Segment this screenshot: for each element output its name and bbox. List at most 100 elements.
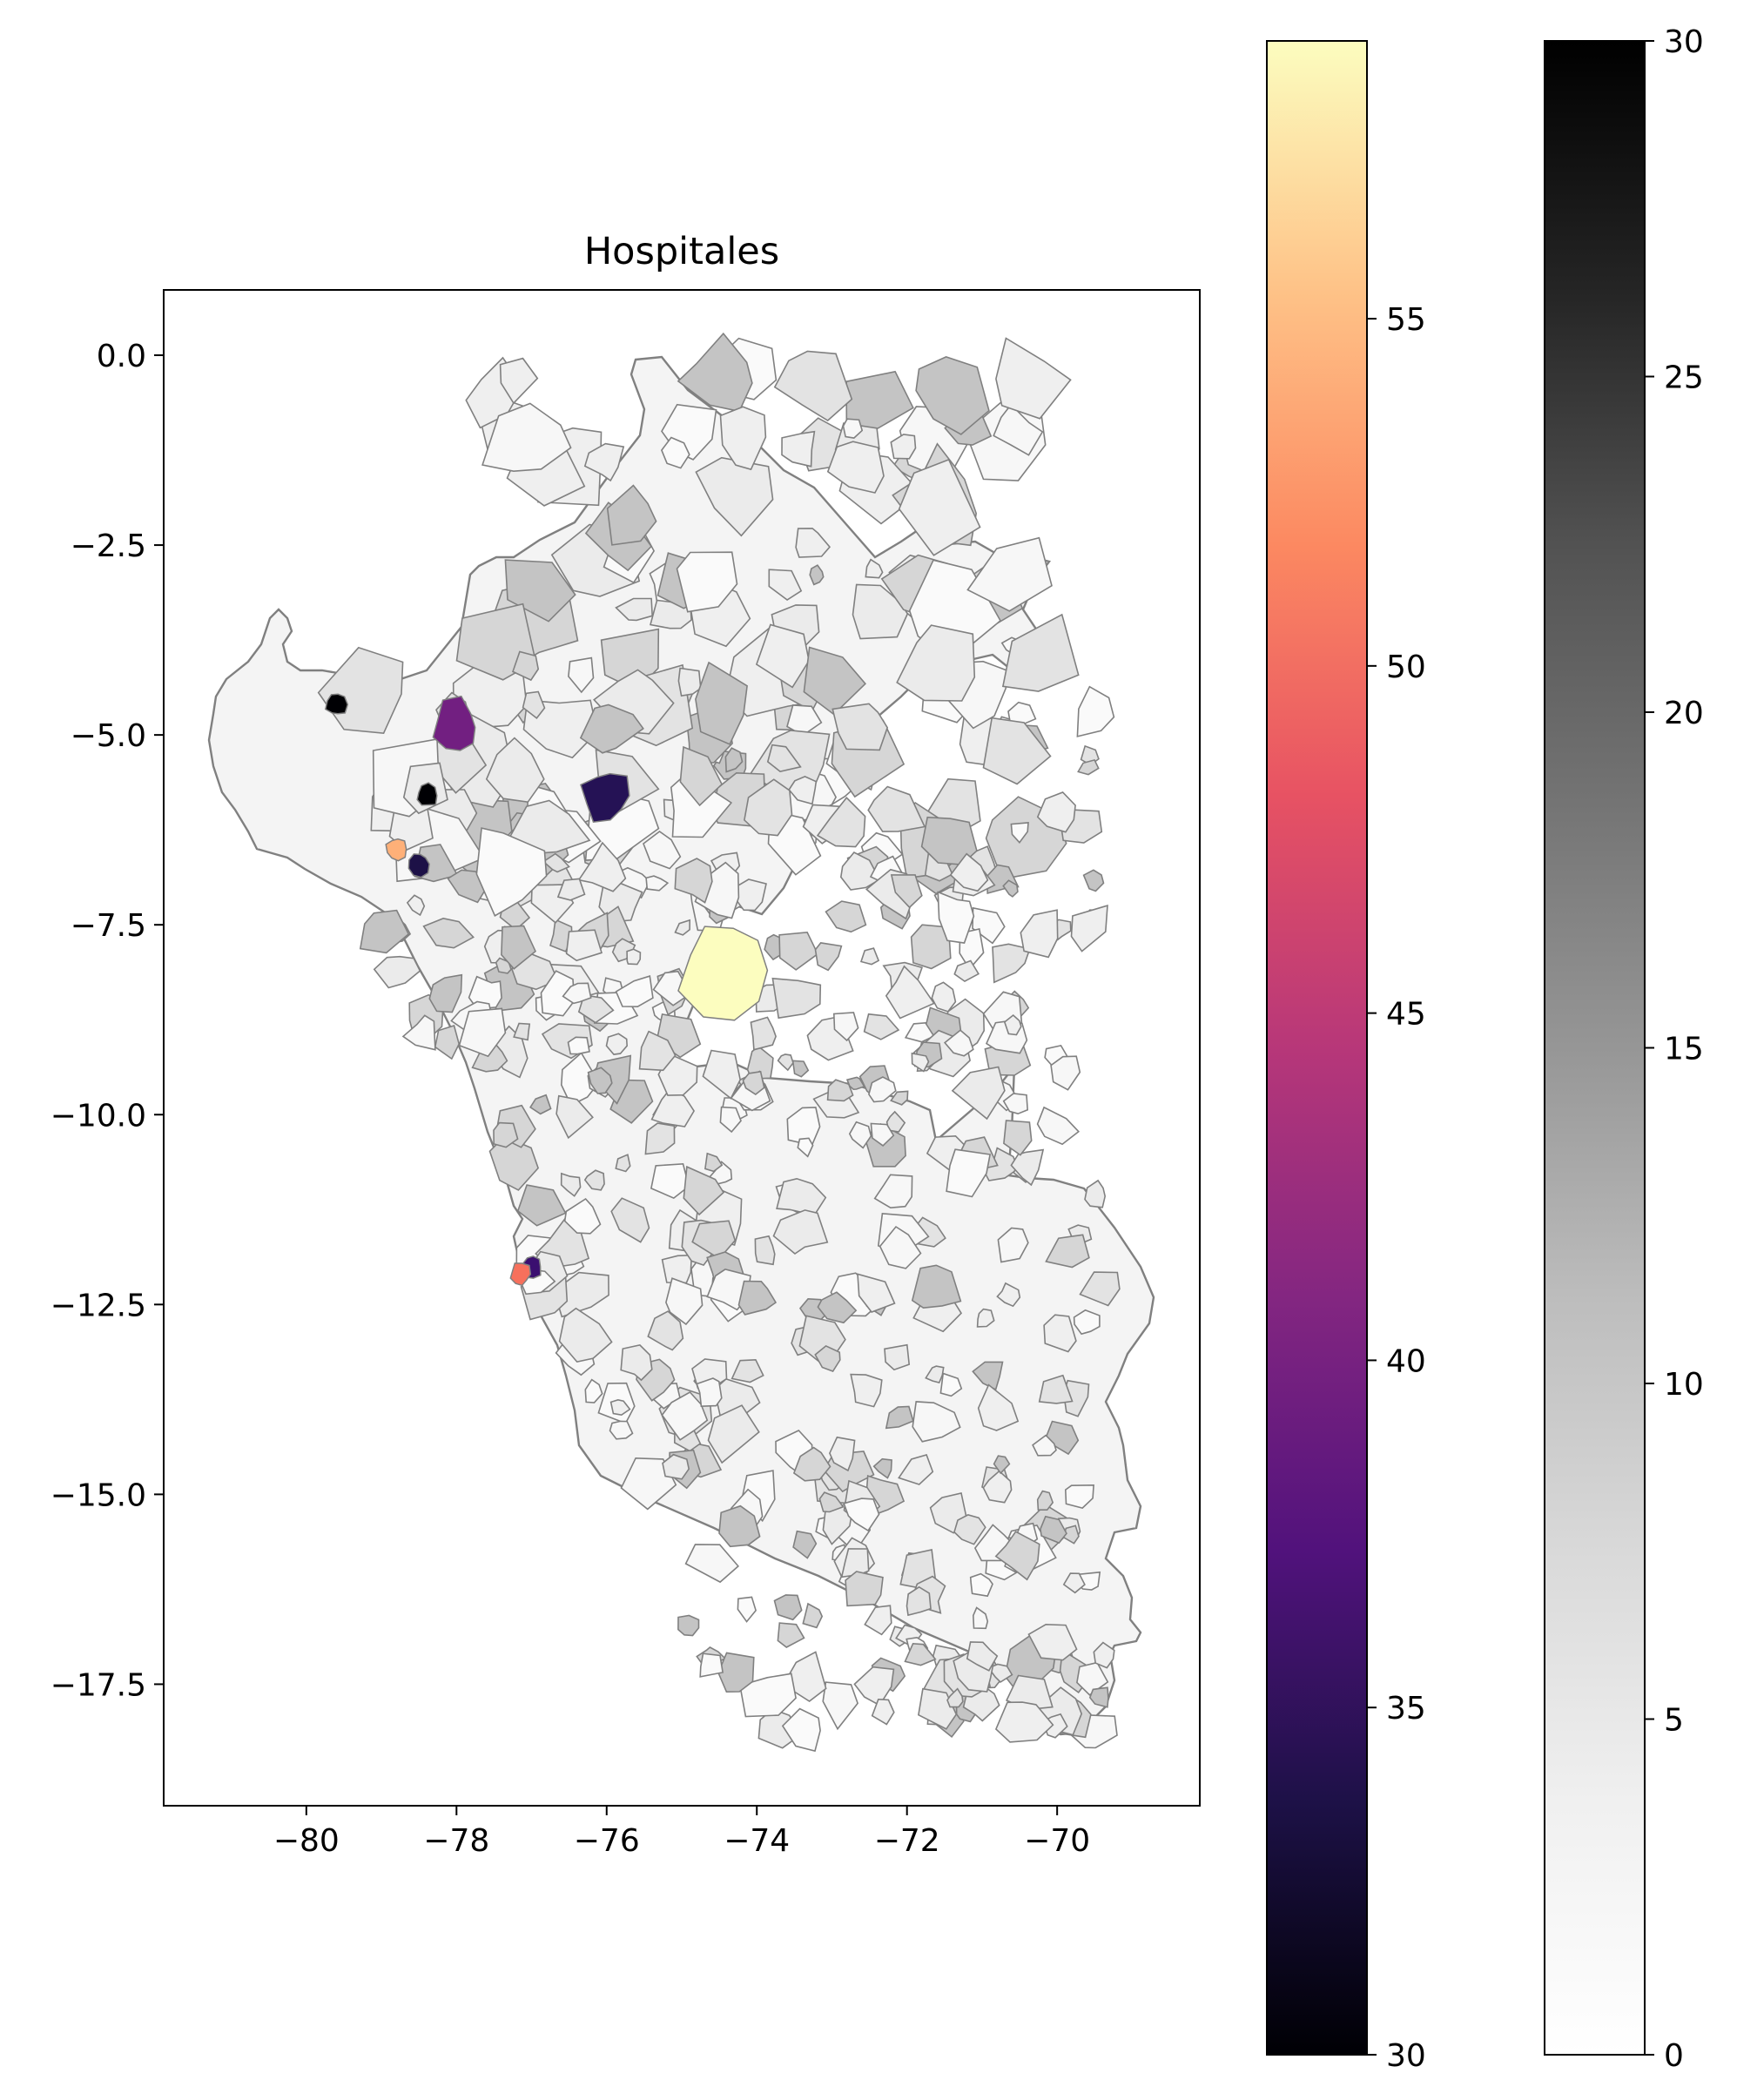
district <box>718 1504 761 1548</box>
district <box>802 1602 824 1629</box>
highlighted-region <box>385 838 407 862</box>
y-tick-label: 0.0 <box>97 339 146 374</box>
colorbar-tick-label: 55 <box>1386 302 1426 338</box>
district <box>1001 613 1080 692</box>
district <box>724 747 744 773</box>
district <box>1027 1623 1078 1661</box>
district <box>475 827 548 917</box>
district <box>1010 822 1029 844</box>
district <box>993 1455 1011 1475</box>
district <box>620 1344 653 1382</box>
district <box>915 356 990 435</box>
highlighted-region <box>432 695 476 751</box>
district <box>777 1622 805 1648</box>
district <box>788 776 818 805</box>
map-axes-frame <box>163 289 1201 1807</box>
y-tick-label: −7.5 <box>71 908 146 944</box>
district <box>1076 685 1115 737</box>
district <box>560 1172 582 1197</box>
district <box>458 1007 507 1058</box>
highlighted-region <box>677 925 769 1021</box>
district <box>1032 1434 1057 1457</box>
y-tick-label: −12.5 <box>50 1288 146 1323</box>
district <box>583 442 625 482</box>
district <box>1045 1234 1090 1269</box>
district <box>661 1254 693 1284</box>
greys-colorbar-gradient <box>1544 40 1646 2056</box>
district <box>777 1053 794 1072</box>
district <box>609 1398 631 1417</box>
district <box>995 337 1072 420</box>
district <box>848 1121 872 1149</box>
colorbar-tick-label: 5 <box>1664 1703 1684 1739</box>
district <box>818 1491 845 1513</box>
district <box>845 1571 884 1607</box>
district <box>953 1514 986 1545</box>
district <box>870 1122 895 1147</box>
district <box>943 1029 974 1057</box>
highlighted-region <box>580 772 630 824</box>
district <box>797 1137 814 1158</box>
district <box>611 938 636 963</box>
district <box>809 564 825 586</box>
district <box>1062 1572 1086 1594</box>
district <box>719 406 767 471</box>
colorbar-tick-label: 40 <box>1386 1343 1426 1379</box>
district <box>471 1041 508 1073</box>
district <box>890 434 917 460</box>
district <box>562 982 592 1005</box>
district <box>898 458 981 556</box>
district <box>890 874 923 909</box>
district <box>1003 1013 1022 1036</box>
district <box>737 1596 757 1623</box>
district <box>707 1404 760 1464</box>
x-tick-label: −74 <box>724 1823 790 1859</box>
district <box>447 869 488 904</box>
district <box>816 796 866 848</box>
district <box>695 661 748 745</box>
district <box>638 1030 677 1072</box>
district <box>872 1457 892 1479</box>
district <box>1010 1148 1045 1187</box>
district <box>912 1401 961 1443</box>
y-tick-label: −10.0 <box>50 1098 146 1134</box>
district <box>993 403 1044 456</box>
district <box>549 919 573 952</box>
district <box>814 942 843 972</box>
district <box>864 1605 892 1636</box>
district <box>832 1012 859 1042</box>
district <box>868 1076 897 1103</box>
district <box>516 1184 567 1227</box>
district <box>896 624 976 702</box>
district <box>522 690 546 720</box>
district <box>563 1197 602 1235</box>
district <box>565 929 603 962</box>
colorbar-tick-label: 45 <box>1386 997 1426 1033</box>
colorbar-tick-label: 35 <box>1386 1691 1426 1726</box>
x-tick-label: −80 <box>273 1823 340 1859</box>
district <box>610 1197 650 1243</box>
district <box>485 737 545 804</box>
highlighted-region <box>407 853 430 878</box>
y-tick-label: −17.5 <box>50 1667 146 1703</box>
district <box>645 875 670 892</box>
district <box>406 894 426 917</box>
highlighted-region <box>416 782 438 806</box>
district <box>605 1033 629 1055</box>
district <box>674 919 691 936</box>
district <box>792 1446 831 1482</box>
district <box>843 1498 880 1532</box>
district <box>677 1614 700 1637</box>
district <box>1002 879 1019 898</box>
district <box>859 947 880 966</box>
district <box>1044 1420 1080 1456</box>
district <box>584 1378 603 1403</box>
highlighted-region <box>509 1262 532 1287</box>
district <box>871 1698 895 1726</box>
district <box>873 1174 913 1209</box>
district <box>1003 1120 1033 1156</box>
district <box>925 1365 945 1383</box>
district <box>373 955 421 989</box>
district <box>662 1453 690 1480</box>
district <box>1093 1641 1115 1669</box>
